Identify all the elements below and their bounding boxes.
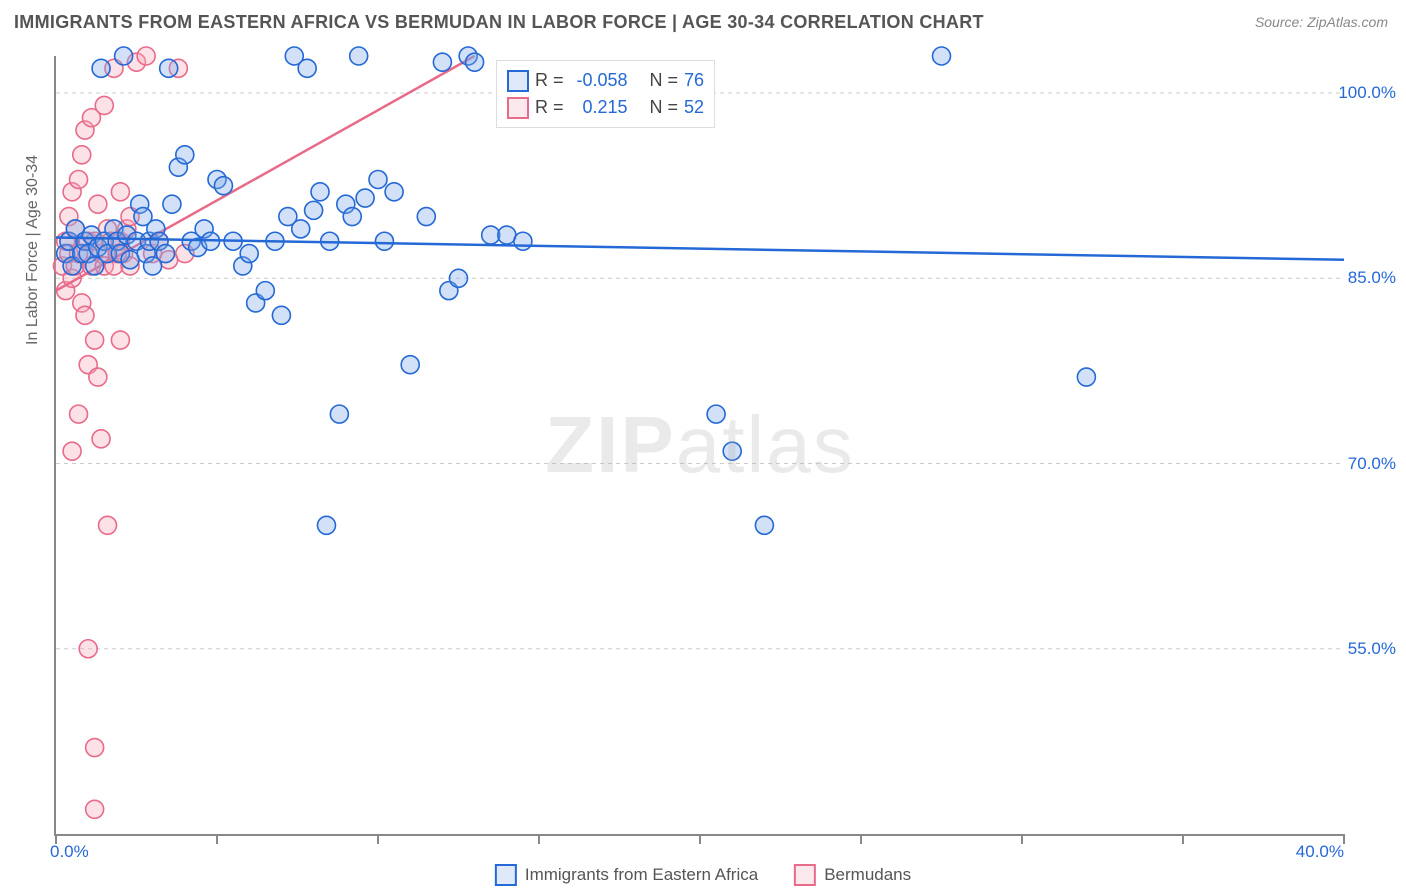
plot-area: R = -0.058 N = 76 R = 0.215 N = 52 ZIPat… bbox=[54, 56, 1344, 836]
swatch-series1 bbox=[507, 70, 529, 92]
chart-svg bbox=[56, 56, 1344, 834]
r-value-2: 0.215 bbox=[570, 94, 628, 121]
y-tick-label: 70.0% bbox=[1348, 454, 1396, 474]
swatch-series2-bottom bbox=[794, 864, 816, 886]
source-label: Source: ZipAtlas.com bbox=[1255, 14, 1388, 30]
legend-bottom: Immigrants from Eastern Africa Bermudans bbox=[495, 864, 911, 886]
r-label-1: R = bbox=[535, 67, 564, 94]
legend-row-series1: R = -0.058 N = 76 bbox=[507, 67, 704, 94]
x-axis-min-label: 0.0% bbox=[50, 842, 89, 862]
x-axis-max-label: 40.0% bbox=[1296, 842, 1344, 862]
legend-bottom-item-2: Bermudans bbox=[794, 864, 911, 886]
y-axis-title: In Labor Force | Age 30-34 bbox=[24, 155, 42, 345]
r-label-2: R = bbox=[535, 94, 564, 121]
n-value-1: 76 bbox=[684, 67, 704, 94]
n-label-2: N = bbox=[650, 94, 679, 121]
n-value-2: 52 bbox=[684, 94, 704, 121]
n-label-1: N = bbox=[650, 67, 679, 94]
legend-bottom-label-1: Immigrants from Eastern Africa bbox=[525, 865, 758, 885]
correlation-legend: R = -0.058 N = 76 R = 0.215 N = 52 bbox=[496, 60, 715, 128]
legend-bottom-item-1: Immigrants from Eastern Africa bbox=[495, 864, 758, 886]
legend-bottom-label-2: Bermudans bbox=[824, 865, 911, 885]
swatch-series1-bottom bbox=[495, 864, 517, 886]
r-value-1: -0.058 bbox=[570, 67, 628, 94]
y-tick-label: 100.0% bbox=[1338, 83, 1396, 103]
swatch-series2 bbox=[507, 97, 529, 119]
chart-title: IMMIGRANTS FROM EASTERN AFRICA VS BERMUD… bbox=[14, 12, 984, 33]
legend-row-series2: R = 0.215 N = 52 bbox=[507, 94, 704, 121]
y-tick-label: 55.0% bbox=[1348, 639, 1396, 659]
y-tick-label: 85.0% bbox=[1348, 268, 1396, 288]
